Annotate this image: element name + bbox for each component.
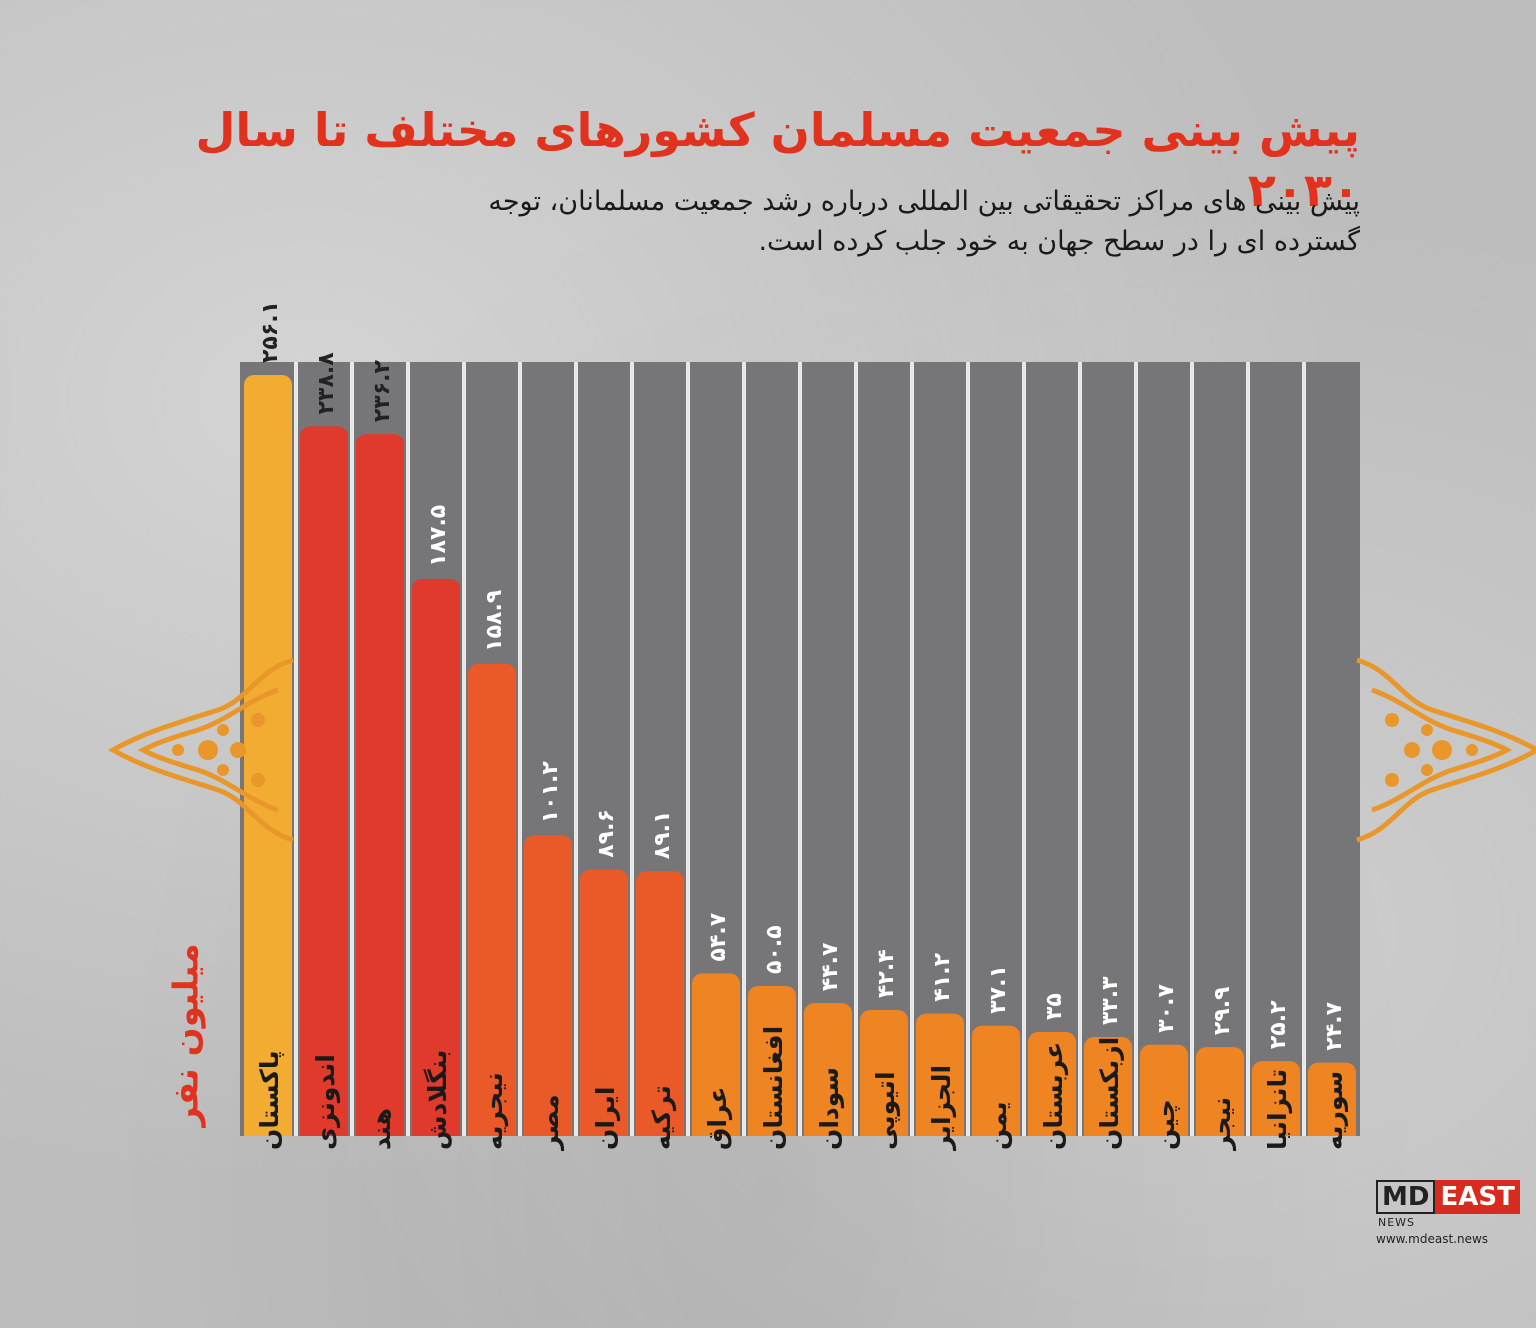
bar-value-label: ۲۴.۷ [1322,1001,1347,1050]
category-label: نیجر [1207,1097,1237,1152]
bar [356,434,404,1136]
bar [1028,1031,1076,1136]
page-subtitle: پیش بینی های مراکز تحقیقاتی بین المللی د… [230,182,1360,262]
bar-base [692,1124,740,1136]
bar [468,663,516,1136]
bar-value-label: ۲۹.۹ [1210,987,1235,1036]
bar-value-label: ۲۳۸.۸ [314,352,339,415]
bar [748,985,796,1136]
brand-logo: MD EAST NEWS www.mdeast.news [1376,1180,1520,1250]
category-label: هند [367,1108,396,1150]
bar-value-label: ۳۷.۱ [986,965,1011,1014]
bar [244,375,292,1136]
bar-value-label: ۴۲.۴ [874,949,899,998]
bar-value-label: ۸۹.۱ [650,811,675,860]
bar-value-label: ۵۰.۵ [762,925,787,974]
category-label: اندونزی [311,1054,341,1150]
y-axis-unit-label: میلیون نفر [155,920,219,1150]
bar-value-label: ۱۸۷.۵ [426,505,451,567]
bar-base [1308,1124,1356,1136]
bar-base [1196,1124,1244,1136]
bar-value-label: ۲۵.۲ [1266,1000,1291,1049]
bar-base [1140,1124,1188,1136]
bar-base [1252,1124,1300,1136]
bar-value-label: ۲۵۶.۱ [258,301,283,363]
category-label: سودان [815,1067,845,1150]
bar-value-label: ۴۱.۲ [930,952,955,1001]
category-label: نیجریه [479,1072,509,1150]
bar-base [636,1124,684,1136]
bar-value-label: ۱۰۱.۲ [538,761,563,824]
bar-base [580,1124,628,1136]
category-label: اتیوپی [871,1071,901,1150]
bar-base [412,1124,460,1136]
bar [300,426,348,1136]
bar [1084,1037,1132,1136]
bar-value-label: ۳۰.۷ [1154,984,1179,1033]
unit-label-text: میلیون نفر [167,943,207,1127]
bar [412,578,460,1136]
bar-value-label: ۲۳۶.۲ [370,359,395,422]
bar-base [916,1124,964,1136]
category-label: ازبکستان [1095,1037,1124,1150]
category-label: پاکستان [255,1050,284,1150]
logo-md: MD [1376,1180,1436,1214]
left-ornament-icon [108,657,294,843]
right-ornament-icon [1356,657,1536,843]
category-label: ترکیه [647,1085,677,1150]
bar [804,1003,852,1136]
category-label: سوریه [1319,1071,1349,1150]
page-title: پیش بینی جمعیت مسلمان کشورهای مختلف تا س… [195,103,1360,217]
bar-base [804,1124,852,1136]
bar-base [748,1124,796,1136]
bar-base [1084,1124,1132,1136]
bar [972,1025,1020,1136]
bar-base [356,1124,404,1136]
logo-news: NEWS [1378,1216,1416,1229]
category-label: مصر [535,1094,565,1152]
bar [692,973,740,1136]
category-label: یمن [983,1101,1013,1150]
bar [1308,1062,1356,1136]
subtitle-line-1: پیش بینی های مراکز تحقیقاتی بین المللی د… [488,186,1360,217]
bar [1252,1061,1300,1136]
category-label: ایران [591,1087,621,1150]
bar [916,1013,964,1136]
bar-value-label: ۳۵ [1042,993,1067,1020]
bar [636,871,684,1136]
bar [1196,1047,1244,1136]
category-label: عراق [703,1086,733,1150]
bar-base [468,1124,516,1136]
bar-base [524,1124,572,1136]
bar-base [860,1124,908,1136]
bar-value-label: ۵۴.۷ [706,912,731,961]
category-label: تانزانیا [1263,1069,1293,1150]
brand-url: www.mdeast.news [1376,1232,1489,1246]
category-label: عربستان [1039,1042,1069,1150]
category-label: چین [1151,1099,1181,1150]
bar [580,869,628,1136]
category-label: افغانستان [759,1026,788,1150]
bar-value-label: ۱۵۸.۹ [482,590,507,652]
bar-base [1028,1124,1076,1136]
bar-base [300,1124,348,1136]
bar-base [972,1124,1020,1136]
subtitle-line-2: گسترده ای را در سطح جهان به خود جلب کرده… [758,226,1360,257]
logo-east: EAST [1435,1180,1520,1214]
logo-mark: MD EAST [1376,1180,1520,1214]
category-label: الجزایر [927,1065,957,1152]
category-label: بنگلادش [423,1050,452,1150]
bar [860,1010,908,1136]
bar-value-label: ۸۹.۶ [594,809,619,858]
bar [524,835,572,1136]
bar-value-label: ۳۳.۳ [1098,976,1123,1025]
bar [1140,1044,1188,1136]
bar-base [244,1124,292,1136]
bar-value-label: ۴۴.۷ [818,942,843,991]
